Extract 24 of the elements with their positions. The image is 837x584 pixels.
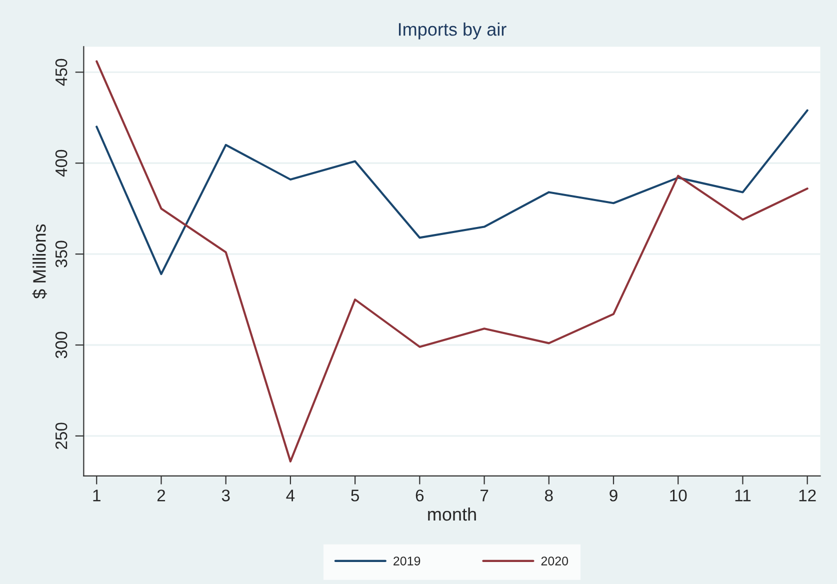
x-tick-label: 1 — [93, 490, 100, 502]
x-tick-label: 11 — [735, 490, 751, 502]
x-tick-label: 2 — [157, 490, 166, 502]
y-tick-label: 250 — [55, 422, 68, 450]
line-series — [96, 109, 808, 276]
y-tick-label: 450 — [55, 58, 68, 86]
x-tick-label: 12 — [799, 490, 816, 502]
legend-label: 2020 — [541, 556, 568, 566]
line-series — [96, 60, 808, 462]
y-tick-label: 400 — [55, 150, 68, 177]
y-axis-title: $ Millions — [32, 224, 47, 299]
x-tick-label: 4 — [286, 490, 295, 502]
x-tick-label: 6 — [416, 490, 424, 502]
x-tick-label: 9 — [610, 490, 618, 502]
x-tick-label: 8 — [544, 490, 553, 502]
chart-title: Imports by air — [398, 22, 506, 40]
x-axis-title: month — [428, 507, 476, 521]
x-tick-label: 3 — [222, 490, 230, 502]
x-tick-label: 10 — [670, 490, 687, 502]
y-tick-label: 300 — [55, 332, 68, 358]
x-tick-label: 5 — [351, 490, 359, 502]
x-tick-label: 7 — [480, 490, 488, 502]
legend-label: 2019 — [394, 556, 420, 566]
y-tick-label: 350 — [55, 240, 68, 268]
